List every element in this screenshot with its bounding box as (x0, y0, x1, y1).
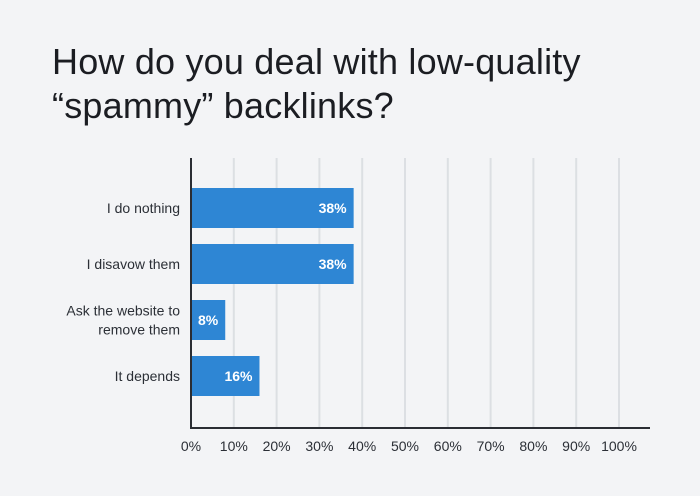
chart-title: How do you deal with low-quality “spammy… (52, 40, 672, 128)
category-labels: I do nothing I disavow them Ask the websit… (66, 200, 180, 384)
category-label: I do nothing (107, 200, 180, 216)
x-tick-label: 20% (263, 438, 291, 454)
bar (191, 244, 354, 284)
x-tick-label: 50% (391, 438, 419, 454)
bar (191, 356, 260, 396)
x-tick-label: 10% (220, 438, 248, 454)
x-tick-label: 100% (601, 438, 637, 454)
category-label: I disavow them (87, 256, 180, 272)
x-tick-label: 60% (434, 438, 462, 454)
bars (191, 188, 354, 396)
bar (191, 188, 354, 228)
bar-value-labels: 38% 38% 8% 16% (198, 200, 347, 384)
bar-value-label: 16% (224, 368, 253, 384)
x-tick-labels: 0% 10% 20% 30% 40% 50% 60% 70% 80% 90% 100% (181, 438, 637, 454)
x-tick-label: 40% (348, 438, 376, 454)
bar (191, 300, 226, 340)
category-label: Ask the website to (66, 303, 180, 319)
grid-lines (232, 158, 620, 428)
bar-value-label: 38% (319, 256, 348, 272)
bar-value-label: 8% (198, 312, 219, 328)
axes (190, 158, 650, 429)
chart-title-line-1: How do you deal with low-quality (52, 41, 581, 82)
x-tick-label: 30% (305, 438, 333, 454)
x-tick-label: 80% (519, 438, 547, 454)
x-tick-label: 0% (181, 438, 201, 454)
bar-value-label: 38% (319, 200, 348, 216)
category-label: remove them (98, 322, 180, 338)
category-label: It depends (115, 368, 180, 384)
x-tick-label: 90% (562, 438, 590, 454)
chart-title-line-2: “spammy” backlinks? (52, 85, 394, 126)
x-tick-label: 70% (477, 438, 505, 454)
